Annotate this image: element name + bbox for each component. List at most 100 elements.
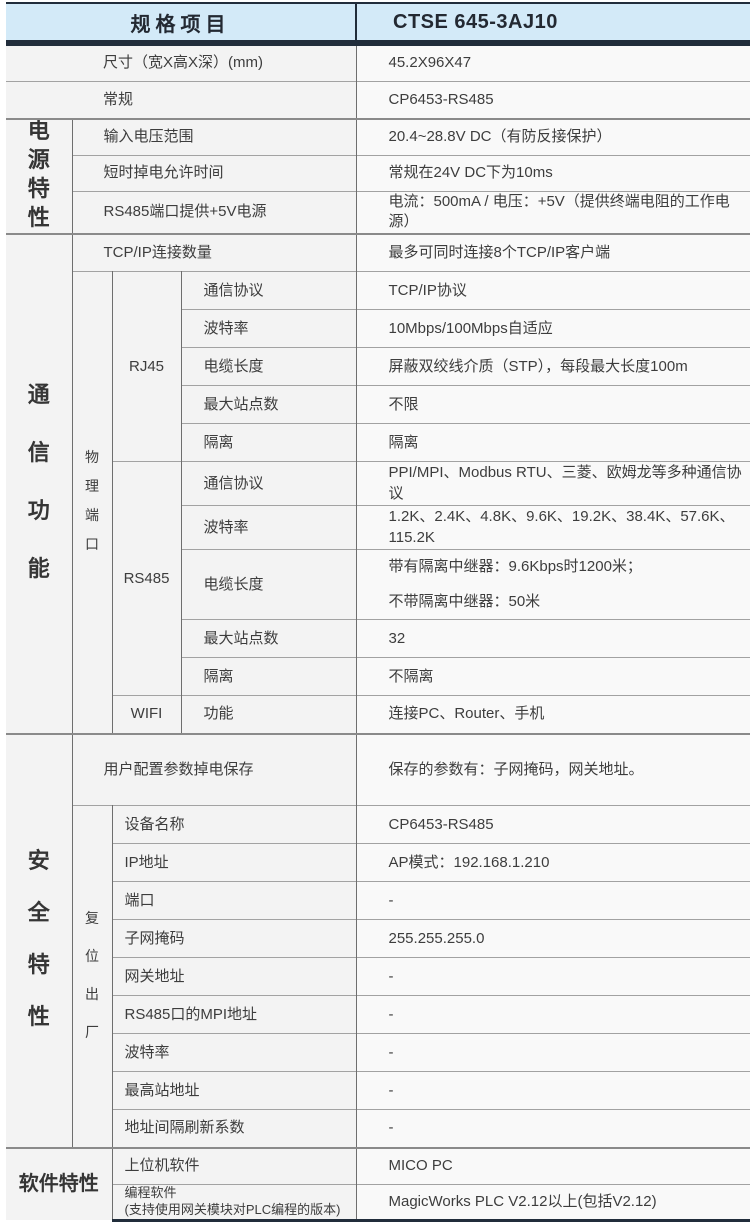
row-rs485-3: 电缆长度 带有隔离中继器：9.6Kbps时1200米； 不带隔离中继器：50米	[6, 549, 750, 620]
subsection-label-factory-reset: 复位出厂	[72, 805, 113, 1148]
row-general: 常规 CP6453-RS485	[6, 80, 750, 119]
section-label-power-text: 电源特性	[27, 119, 50, 230]
row-software-1: 软件特性 上位机软件 MICO PC	[6, 1146, 750, 1221]
row-value: -	[356, 1071, 750, 1110]
row-value: -	[356, 957, 750, 996]
header-model: CTSE 645-3AJ10	[356, 2, 750, 46]
row-value: -	[356, 881, 750, 920]
row-value: -	[356, 1109, 750, 1148]
row-power-1: 电源特性 输入电压范围 20.4~28.8V DC（有防反接保护）	[6, 117, 750, 234]
row-label-line1: 编程软件	[124, 1185, 177, 1201]
row-value: 255.255.255.0	[356, 919, 750, 958]
row-label: 最高站地址	[112, 1071, 357, 1110]
row-reset-9: 地址间隔刷新系数 -	[6, 1109, 750, 1148]
row-value: CP6453-RS485	[356, 80, 750, 119]
row-label: 常规	[6, 80, 357, 119]
row-tcpip: 通信功能 TCP/IP连接数量 最多可同时连接8个TCP/IP客户端	[6, 232, 750, 734]
row-label: 电缆长度	[181, 549, 357, 620]
row-label: 功能	[181, 695, 357, 734]
row-reset-6: RS485口的MPI地址 -	[6, 995, 750, 1034]
row-label: 短时掉电允许时间	[72, 154, 357, 192]
row-rj45-3: 电缆长度 屏蔽双绞线介质（STP），每段最大长度100m	[6, 347, 750, 386]
row-value: -	[356, 1033, 750, 1072]
row-rs485-5: 隔离 不隔离	[6, 657, 750, 696]
row-value: MICO PC	[356, 1146, 750, 1185]
row-value: 20.4~28.8V DC（有防反接保护）	[356, 117, 750, 156]
row-label: 波特率	[181, 309, 357, 348]
row-value-line1: 带有隔离中继器：9.6Kbps时1200米；	[388, 558, 642, 576]
row-value: PPI/MPI、Modbus RTU、三菱、欧姆龙等多种通信协议	[356, 461, 750, 506]
row-label: RS485端口提供+5V电源	[72, 190, 357, 234]
port-label-rs485: RS485	[112, 461, 182, 696]
row-label: 波特率	[112, 1033, 357, 1072]
row-label-line2: (支持使用网关模块对PLC编程的版本)	[124, 1202, 341, 1218]
row-value: 最多可同时连接8个TCP/IP客户端	[356, 232, 750, 272]
row-value: 带有隔离中继器：9.6Kbps时1200米； 不带隔离中继器：50米	[356, 549, 750, 620]
row-label: 电缆长度	[181, 347, 357, 386]
row-label: 用户配置参数掉电保存	[72, 732, 357, 806]
section-label-software: 软件特性	[6, 1146, 113, 1221]
row-value: 45.2X96X47	[356, 43, 750, 81]
row-value: AP模式：192.168.1.210	[356, 843, 750, 882]
row-wifi: WIFI 功能 连接PC、Router、手机	[6, 695, 750, 734]
row-value: 10Mbps/100Mbps自适应	[356, 309, 750, 348]
row-label: 网关地址	[112, 957, 357, 996]
row-label: 通信协议	[181, 271, 357, 310]
row-value: 不限	[356, 385, 750, 424]
row-label: 端口	[112, 881, 357, 920]
row-reset-2: IP地址 AP模式：192.168.1.210	[6, 843, 750, 882]
row-value: 常规在24V DC下为10ms	[356, 154, 750, 192]
row-label: RS485口的MPI地址	[112, 995, 357, 1034]
spec-table: 规格项目 CTSE 645-3AJ10 尺寸（宽X高X深）(mm) 45.2X9…	[6, 2, 750, 1222]
row-value: -	[356, 995, 750, 1034]
row-software-2: 编程软件 (支持使用网关模块对PLC编程的版本) MagicWorks PLC …	[6, 1184, 750, 1222]
table-header-row: 规格项目 CTSE 645-3AJ10	[6, 2, 750, 46]
row-value: MagicWorks PLC V2.12以上(包括V2.12)	[356, 1184, 750, 1222]
row-reset-1: 复位出厂 设备名称 CP6453-RS485	[6, 805, 750, 1148]
row-value: 1.2K、2.4K、4.8K、9.6K、19.2K、38.4K、57.6K、11…	[356, 505, 750, 550]
header-spec-items: 规格项目	[6, 2, 357, 46]
row-value: 不隔离	[356, 657, 750, 696]
row-param-save: 安全特性 用户配置参数掉电保存 保存的参数有：子网掩码，网关地址。	[6, 732, 750, 1148]
section-label-power: 电源特性	[6, 118, 73, 234]
row-label: 地址间隔刷新系数	[112, 1109, 357, 1148]
row-rj45-1: 物理端口 RJ45 通信协议 TCP/IP协议	[6, 271, 750, 734]
row-value: CP6453-RS485	[356, 805, 750, 844]
row-label: 最大站点数	[181, 385, 357, 424]
subsection-label-physical-port: 物理端口	[72, 271, 113, 734]
row-power-3: RS485端口提供+5V电源 电流：500mA / 电压：+5V（提供终端电阻的…	[6, 190, 750, 234]
row-value: 隔离	[356, 423, 750, 462]
row-power-2: 短时掉电允许时间 常规在24V DC下为10ms	[6, 154, 750, 192]
row-label: 上位机软件	[112, 1146, 357, 1185]
row-label: 波特率	[181, 505, 357, 550]
row-label: 最大站点数	[181, 619, 357, 658]
port-label-wifi: WIFI	[112, 695, 182, 734]
row-label: 输入电压范围	[72, 117, 357, 156]
subsection-label-factory-reset-text: 复位出厂	[85, 909, 99, 1040]
row-reset-3: 端口 -	[6, 881, 750, 920]
row-value: 保存的参数有：子网掩码，网关地址。	[356, 732, 750, 806]
row-value-line2: 不带隔离中继器：50米	[388, 592, 541, 610]
row-label: IP地址	[112, 843, 357, 882]
row-value: 电流：500mA / 电压：+5V（提供终端电阻的工作电源）	[356, 190, 750, 234]
row-rj45-4: 最大站点数 不限	[6, 385, 750, 424]
section-label-security: 安全特性	[6, 732, 73, 1148]
row-label: 编程软件 (支持使用网关模块对PLC编程的版本)	[112, 1184, 357, 1222]
row-size: 尺寸（宽X高X深）(mm) 45.2X96X47	[6, 43, 750, 81]
section-label-security-text: 安全特性	[27, 847, 50, 1029]
row-rs485-1: RS485 通信协议 PPI/MPI、Modbus RTU、三菱、欧姆龙等多种通…	[6, 461, 750, 696]
row-label: 隔离	[181, 423, 357, 462]
row-label: 隔离	[181, 657, 357, 696]
row-reset-4: 子网掩码 255.255.255.0	[6, 919, 750, 958]
section-label-comm-text: 通信功能	[27, 381, 50, 581]
row-label: 尺寸（宽X高X深）(mm)	[6, 43, 357, 81]
row-value: 屏蔽双绞线介质（STP），每段最大长度100m	[356, 347, 750, 386]
port-label-rj45: RJ45	[112, 271, 182, 462]
row-label: 子网掩码	[112, 919, 357, 958]
subsection-label-physical-port-text: 物理端口	[85, 449, 99, 553]
row-value: 连接PC、Router、手机	[356, 695, 750, 734]
row-label: 设备名称	[112, 805, 357, 844]
row-value: TCP/IP协议	[356, 271, 750, 310]
row-reset-8: 最高站地址 -	[6, 1071, 750, 1110]
row-value: 32	[356, 619, 750, 658]
